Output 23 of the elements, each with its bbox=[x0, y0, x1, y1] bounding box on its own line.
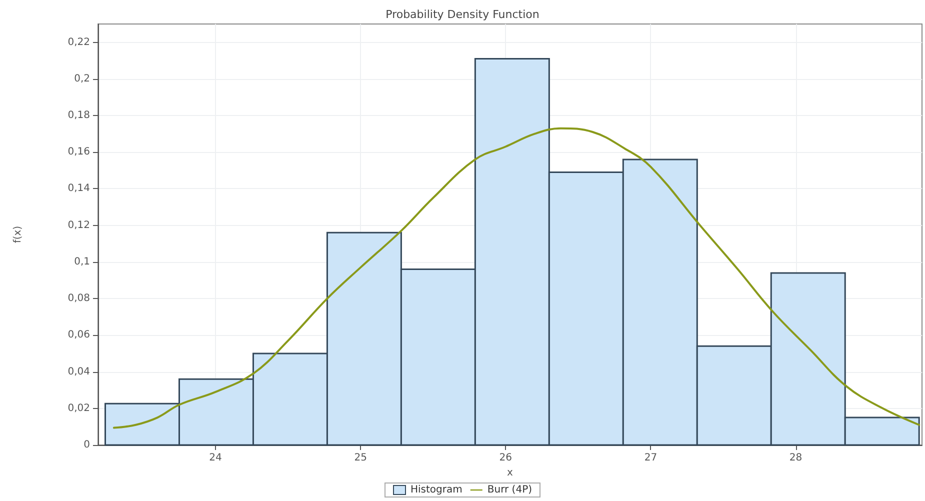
y-tick-label: 0,14 bbox=[68, 183, 90, 194]
x-tick-label: 24 bbox=[209, 452, 222, 464]
y-tick-label: 0,18 bbox=[68, 110, 90, 122]
x-tick-label: 28 bbox=[789, 452, 802, 464]
line-series bbox=[112, 127, 920, 429]
y-tick-label: 0,02 bbox=[68, 402, 90, 414]
y-tick-label: 0,22 bbox=[68, 36, 90, 48]
y-tick-label: 0 bbox=[84, 440, 90, 450]
x-tick-label: 25 bbox=[354, 452, 367, 464]
y-tick-label: 0,2 bbox=[74, 73, 90, 84]
chart-title: Probability Density Function bbox=[386, 8, 540, 21]
x-tick-label: 27 bbox=[644, 452, 658, 464]
x-tick-label: 26 bbox=[499, 452, 512, 464]
y-tick-label: 0,16 bbox=[68, 146, 90, 158]
y-tick-label: 0,04 bbox=[68, 366, 90, 378]
y-tick-label: 0,12 bbox=[68, 220, 90, 231]
x-axis-title: x bbox=[507, 467, 514, 478]
legend-label: Burr (4P) bbox=[487, 484, 532, 496]
y-tick-label: 0,08 bbox=[68, 293, 90, 304]
y-tick-label: 0,06 bbox=[68, 330, 90, 341]
y-axis-title: f(x) bbox=[12, 226, 24, 244]
legend-label: Histogram bbox=[410, 484, 462, 496]
y-tick-label: 0,1 bbox=[74, 256, 90, 268]
